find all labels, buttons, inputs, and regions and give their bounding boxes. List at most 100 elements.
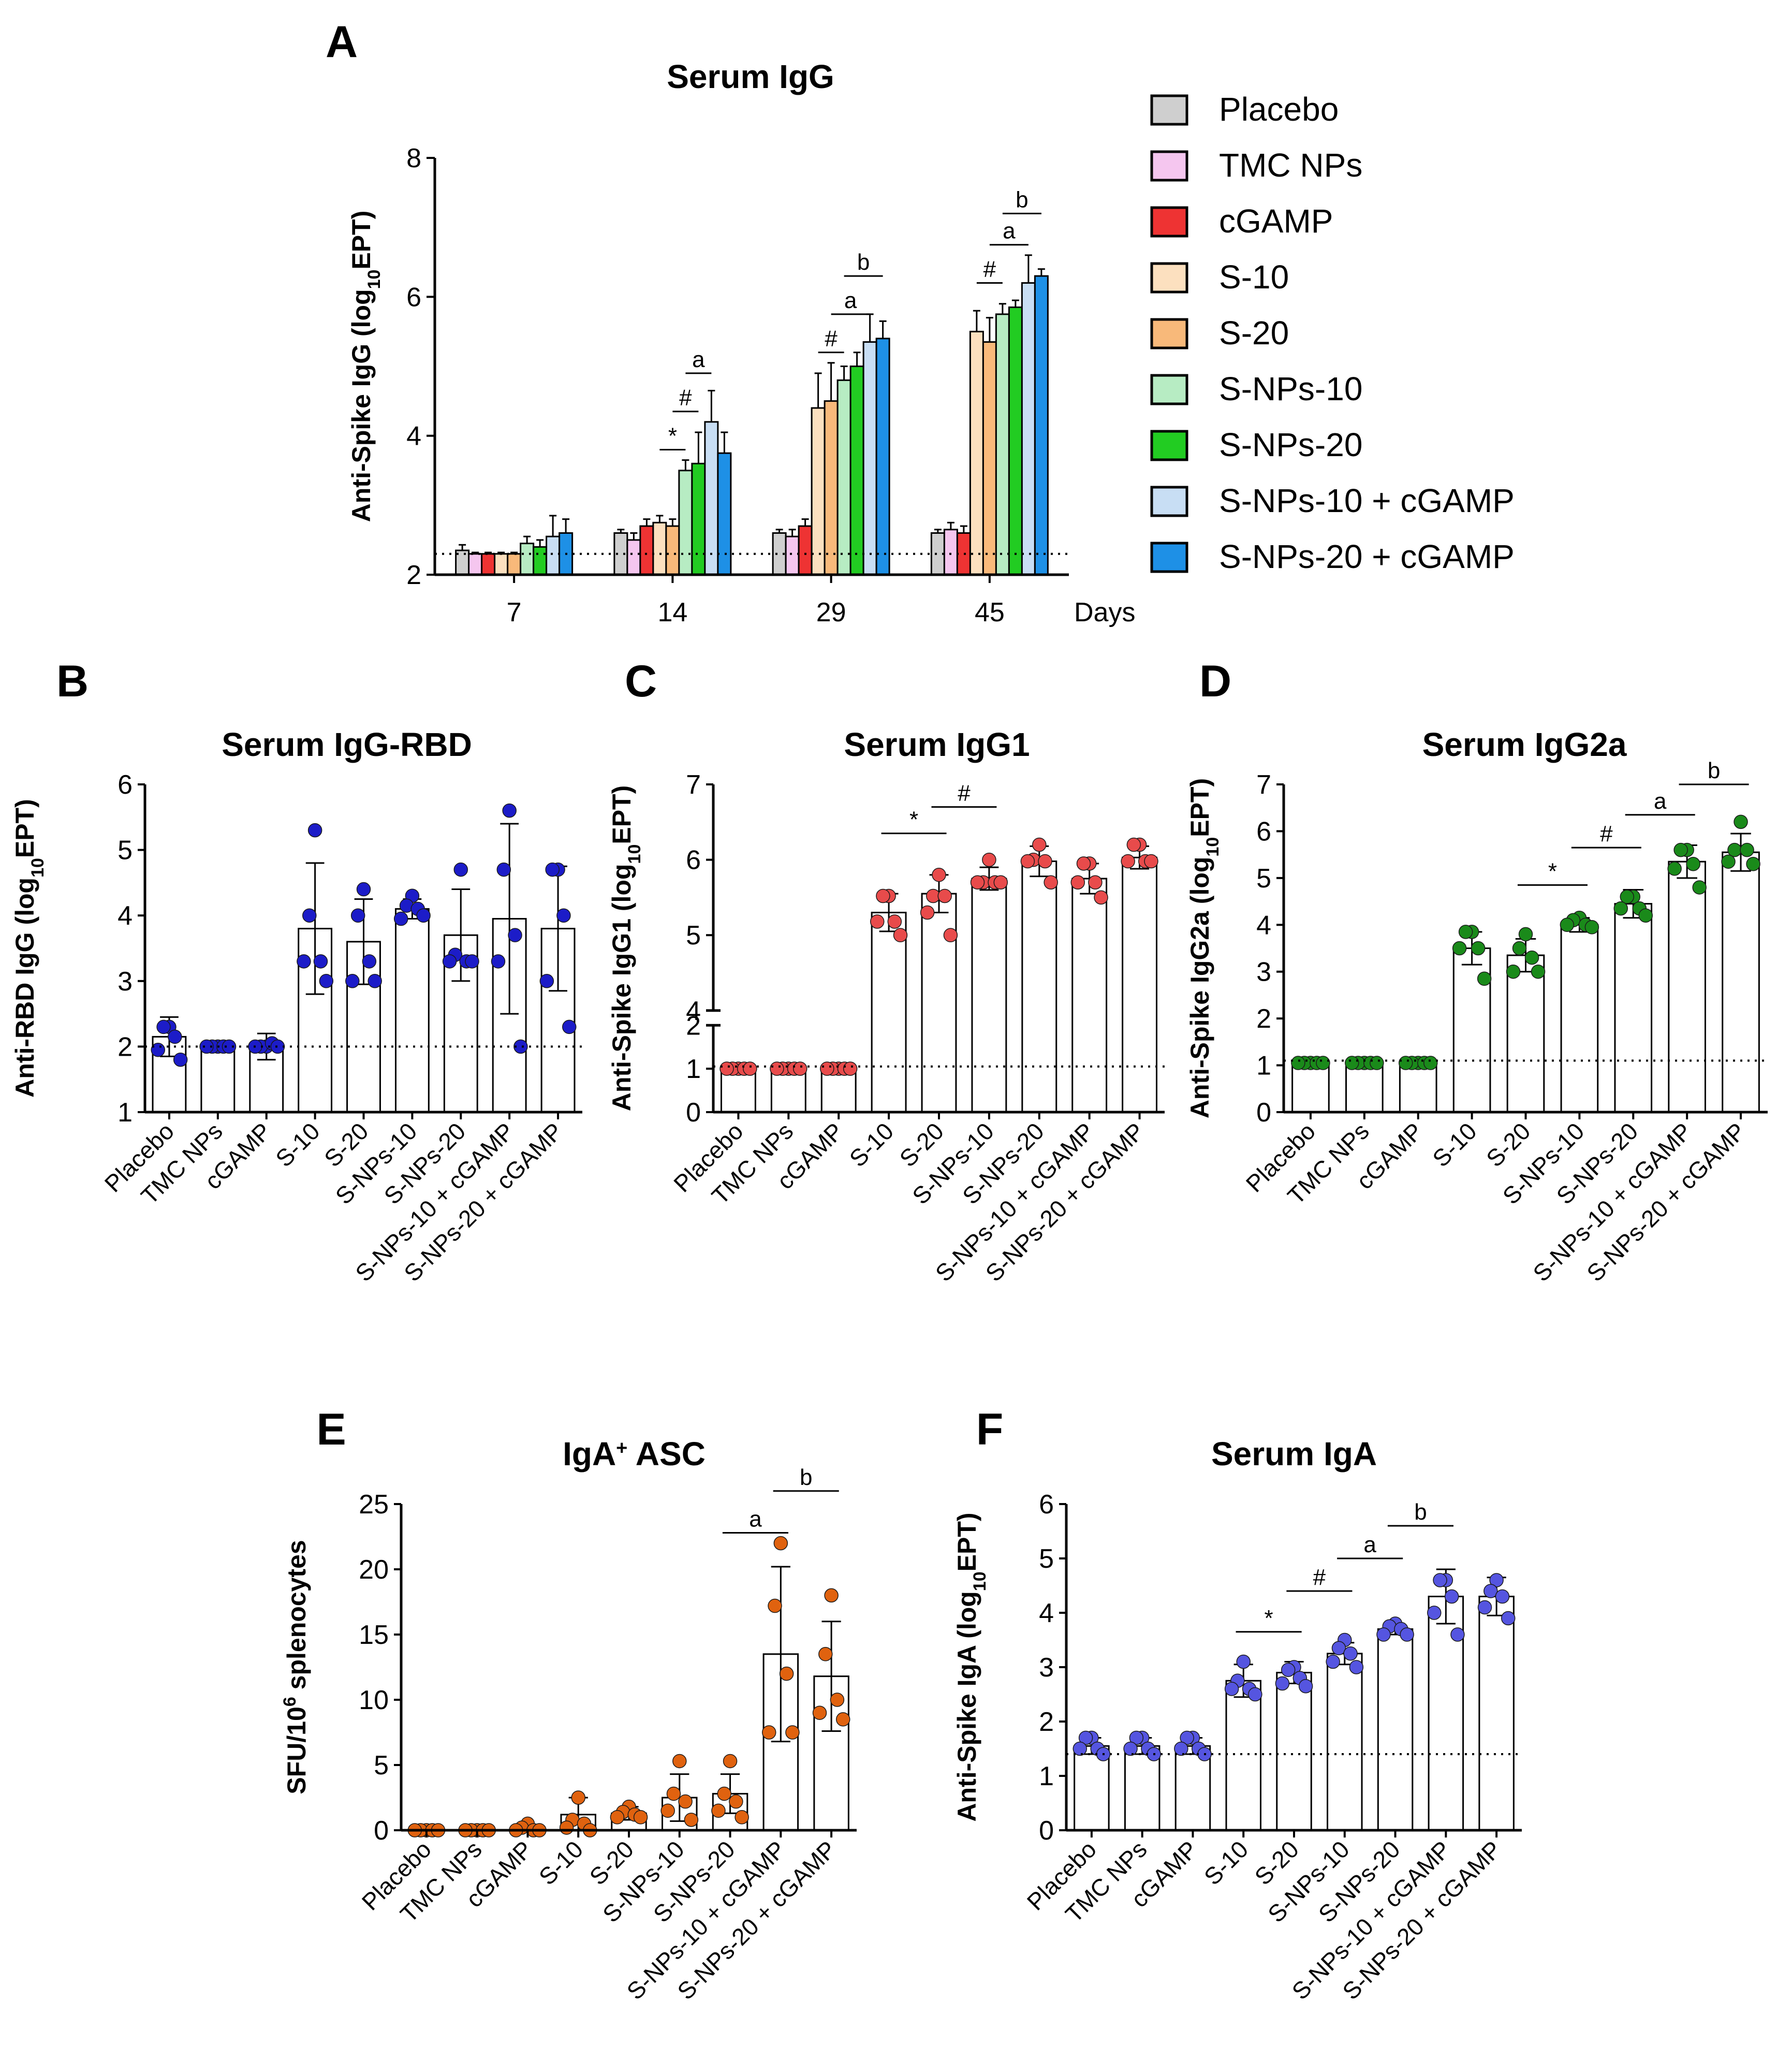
y-tick-label: 0 [686,1098,701,1128]
data-point [1088,875,1103,890]
data-point [1398,1056,1413,1070]
data-point [1174,1741,1188,1756]
bar [200,1045,236,1113]
data-point [1531,964,1546,979]
data-point [812,1705,827,1720]
data-point [1038,854,1052,869]
significance-label: b [1016,187,1028,212]
data-point [993,875,1008,890]
significance-label: # [825,326,838,352]
data-point [717,1786,732,1801]
data-point [1032,837,1047,852]
data-point [1740,842,1754,857]
data-point [442,954,457,969]
data-point [151,1042,165,1057]
y-tick-label: 25 [359,1490,389,1520]
legend-item-label: S-NPs-10 [1219,370,1362,407]
data-point [932,867,946,882]
data-point [1291,1056,1305,1070]
data-point [1094,890,1108,905]
bar-s-20 [665,525,680,576]
data-point [173,1052,188,1067]
bar-s-nps-10-cgamp [704,421,719,576]
y-tick-label: 1 [117,1098,133,1128]
legend-item-label: S-20 [1219,314,1289,352]
category-label: S-10 [1427,1117,1481,1172]
data-point [666,1786,681,1801]
data-point [768,1598,782,1613]
significance-label: a [1363,1532,1376,1557]
bar [1614,903,1653,1113]
bar [770,1068,806,1113]
bar-s-20 [824,400,839,576]
y-tick-label: 2 [686,1011,701,1041]
bar [1071,878,1108,1113]
data-point [1512,941,1527,956]
data-point [1433,1573,1447,1587]
bar-s-nps-10 [836,379,851,576]
data-point [302,908,317,923]
data-point [1721,854,1736,869]
bar-s-20 [982,341,997,576]
data-point [1471,941,1486,956]
bar [1327,1653,1363,1831]
bar [1225,1680,1261,1831]
data-point [539,974,554,988]
data-point [1298,1679,1313,1694]
y-tick-label: 8 [406,143,421,173]
chart-title: IgA+ ASC [563,1435,706,1472]
data-point [792,1061,807,1076]
data-point [1236,1654,1251,1669]
data-point [1423,1056,1438,1070]
y-tick-label: 3 [1256,957,1271,987]
data-point [496,862,511,877]
data-point [1073,1741,1088,1756]
bar-s-nps-10 [678,470,693,576]
data-point [1501,1611,1516,1626]
data-point [770,1061,784,1076]
data-point [1020,854,1035,869]
x-tick-label: 14 [657,597,687,628]
bar [1021,861,1057,1113]
bar-s-10 [811,407,826,576]
bar [1276,1672,1312,1831]
data-point [1123,1741,1138,1756]
data-point [222,1039,237,1054]
data-point [1489,1573,1504,1587]
y-tick-label: 6 [406,282,421,312]
bar [1560,924,1599,1113]
data-point [785,1725,800,1740]
data-point [818,1647,833,1661]
y-tick-label: 1 [686,1054,701,1084]
bar-s-nps-20 [691,462,706,576]
legend-item-label: TMC NPs [1219,147,1362,184]
significance-label: b [1708,758,1720,783]
data-point [1524,950,1539,965]
bar-s-10 [494,553,509,576]
bar [921,893,957,1113]
y-tick-label: 0 [1039,1816,1054,1846]
panel-B-chart: B Serum IgG-RBD 1 2 3 4 5 6 Anti-RBD IgG (log10E… [10,657,582,1287]
data-point [830,1693,845,1707]
significance-label: b [800,1465,812,1490]
legend-item-label: S-NPs-20 [1219,426,1362,463]
bar [1291,1062,1330,1113]
y-tick-label: 5 [686,921,701,951]
legend-item-label: Placebo [1219,91,1339,128]
data-point [1727,842,1742,857]
y-tick-label: 4 [406,421,421,451]
data-point [735,1810,749,1825]
y-tick-label: 5 [1039,1544,1054,1574]
data-point [1370,1056,1384,1070]
data-point [1746,856,1760,871]
chart-title: Serum IgA [1211,1435,1377,1472]
legend-item-label: cGAMP [1219,202,1333,240]
panel-letter-B: B [56,657,89,706]
data-point [1224,1682,1239,1696]
y-tick-label: 1 [1039,1761,1054,1791]
bar [394,908,430,1113]
bar-s-nps-20 [1008,306,1023,576]
data-point [1427,1606,1442,1620]
y-tick-label: 5 [374,1751,389,1781]
data-point [1673,842,1688,857]
